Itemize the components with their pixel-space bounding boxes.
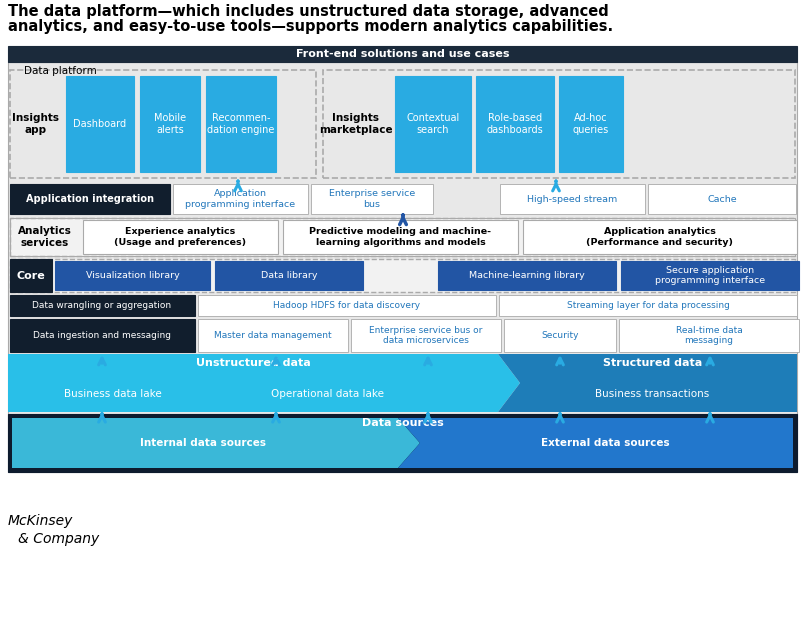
Text: External data sources: External data sources <box>540 438 669 448</box>
Text: Recommen-
dation engine: Recommen- dation engine <box>207 113 275 135</box>
Text: Hadoop HDFS for data discovery: Hadoop HDFS for data discovery <box>273 301 420 310</box>
Bar <box>206 76 275 172</box>
Text: Insights
app: Insights app <box>13 113 59 135</box>
Bar <box>10 295 195 316</box>
Bar <box>438 261 615 290</box>
Bar <box>198 295 495 316</box>
Text: Streaming layer for data processing: Streaming layer for data processing <box>566 301 728 310</box>
Bar <box>522 220 796 254</box>
Text: McKinsey: McKinsey <box>8 514 73 528</box>
Bar <box>503 319 615 352</box>
Text: Experience analytics
(Usage and preferences): Experience analytics (Usage and preferen… <box>114 227 247 247</box>
Text: Business data lake: Business data lake <box>64 389 161 399</box>
Text: analytics, and easy-to-use tools—supports modern analytics capabilities.: analytics, and easy-to-use tools—support… <box>8 19 613 34</box>
Text: Ad-hoc
queries: Ad-hoc queries <box>573 113 609 135</box>
Text: Structured data: Structured data <box>602 358 701 368</box>
Text: Secure application
programming interface: Secure application programming interface <box>654 266 764 285</box>
Bar <box>8 414 796 472</box>
Text: Operational data lake: Operational data lake <box>271 389 384 399</box>
Bar <box>475 76 553 172</box>
Bar <box>10 319 195 352</box>
Text: Internal data sources: Internal data sources <box>140 438 266 448</box>
Polygon shape <box>497 354 796 412</box>
Text: Core: Core <box>17 270 45 281</box>
Text: Dashboard: Dashboard <box>73 119 126 129</box>
Text: Front-end solutions and use cases: Front-end solutions and use cases <box>296 49 508 59</box>
Bar <box>66 76 134 172</box>
Text: Mobile
alerts: Mobile alerts <box>153 113 185 135</box>
Bar <box>8 46 796 62</box>
Bar <box>8 62 796 472</box>
Text: Visualization library: Visualization library <box>85 271 179 280</box>
Bar <box>499 184 644 214</box>
Text: High-speed stream: High-speed stream <box>527 194 617 204</box>
Text: Enterprise service
bus: Enterprise service bus <box>328 189 414 209</box>
Text: Role-based
dashboards: Role-based dashboards <box>486 113 543 135</box>
Bar <box>647 184 795 214</box>
Text: Predictive modeling and machine-
learning algorithms and models: Predictive modeling and machine- learnin… <box>309 227 491 247</box>
Bar <box>214 261 362 290</box>
Bar <box>198 319 348 352</box>
Text: Data ingestion and messaging: Data ingestion and messaging <box>33 331 171 340</box>
Text: The data platform—which includes unstructured data storage, advanced: The data platform—which includes unstruc… <box>8 4 608 19</box>
Text: Cache: Cache <box>707 194 736 204</box>
Bar <box>10 218 794 256</box>
Text: Machine-learning library: Machine-learning library <box>468 271 584 280</box>
Bar <box>351 319 500 352</box>
Text: Data sources: Data sources <box>361 418 442 428</box>
Text: Master data management: Master data management <box>214 331 332 340</box>
Text: Application analytics
(Performance and security): Application analytics (Performance and s… <box>585 227 732 247</box>
Text: Data platform: Data platform <box>23 66 96 76</box>
Bar <box>10 70 316 178</box>
Text: Application
programming interface: Application programming interface <box>185 189 296 209</box>
Text: Contextual
search: Contextual search <box>406 113 459 135</box>
Text: & Company: & Company <box>18 532 99 546</box>
Text: Insights
marketplace: Insights marketplace <box>319 113 393 135</box>
Bar <box>323 70 794 178</box>
Bar <box>173 184 308 214</box>
Bar <box>499 295 796 316</box>
Text: Analytics
services: Analytics services <box>18 226 71 248</box>
Polygon shape <box>8 354 520 412</box>
Bar <box>55 261 210 290</box>
Bar <box>10 184 169 214</box>
Text: Enterprise service bus or
data microservices: Enterprise service bus or data microserv… <box>369 326 482 345</box>
Text: Real-time data
messaging: Real-time data messaging <box>675 326 741 345</box>
Bar <box>394 76 471 172</box>
Text: Application integration: Application integration <box>26 194 154 204</box>
Bar <box>283 220 517 254</box>
Bar <box>311 184 433 214</box>
Bar <box>558 76 622 172</box>
Polygon shape <box>397 418 792 468</box>
Bar <box>618 319 798 352</box>
Text: Data wrangling or aggregation: Data wrangling or aggregation <box>32 301 171 310</box>
Bar <box>83 220 278 254</box>
Text: Business transactions: Business transactions <box>595 389 709 399</box>
Bar <box>10 259 794 292</box>
Text: Unstructured data: Unstructured data <box>195 358 310 368</box>
Text: Security: Security <box>540 331 578 340</box>
Polygon shape <box>12 418 419 468</box>
Bar <box>10 218 794 256</box>
Text: Data library: Data library <box>260 271 317 280</box>
Bar <box>620 261 798 290</box>
Bar <box>140 76 200 172</box>
Bar <box>10 259 52 292</box>
